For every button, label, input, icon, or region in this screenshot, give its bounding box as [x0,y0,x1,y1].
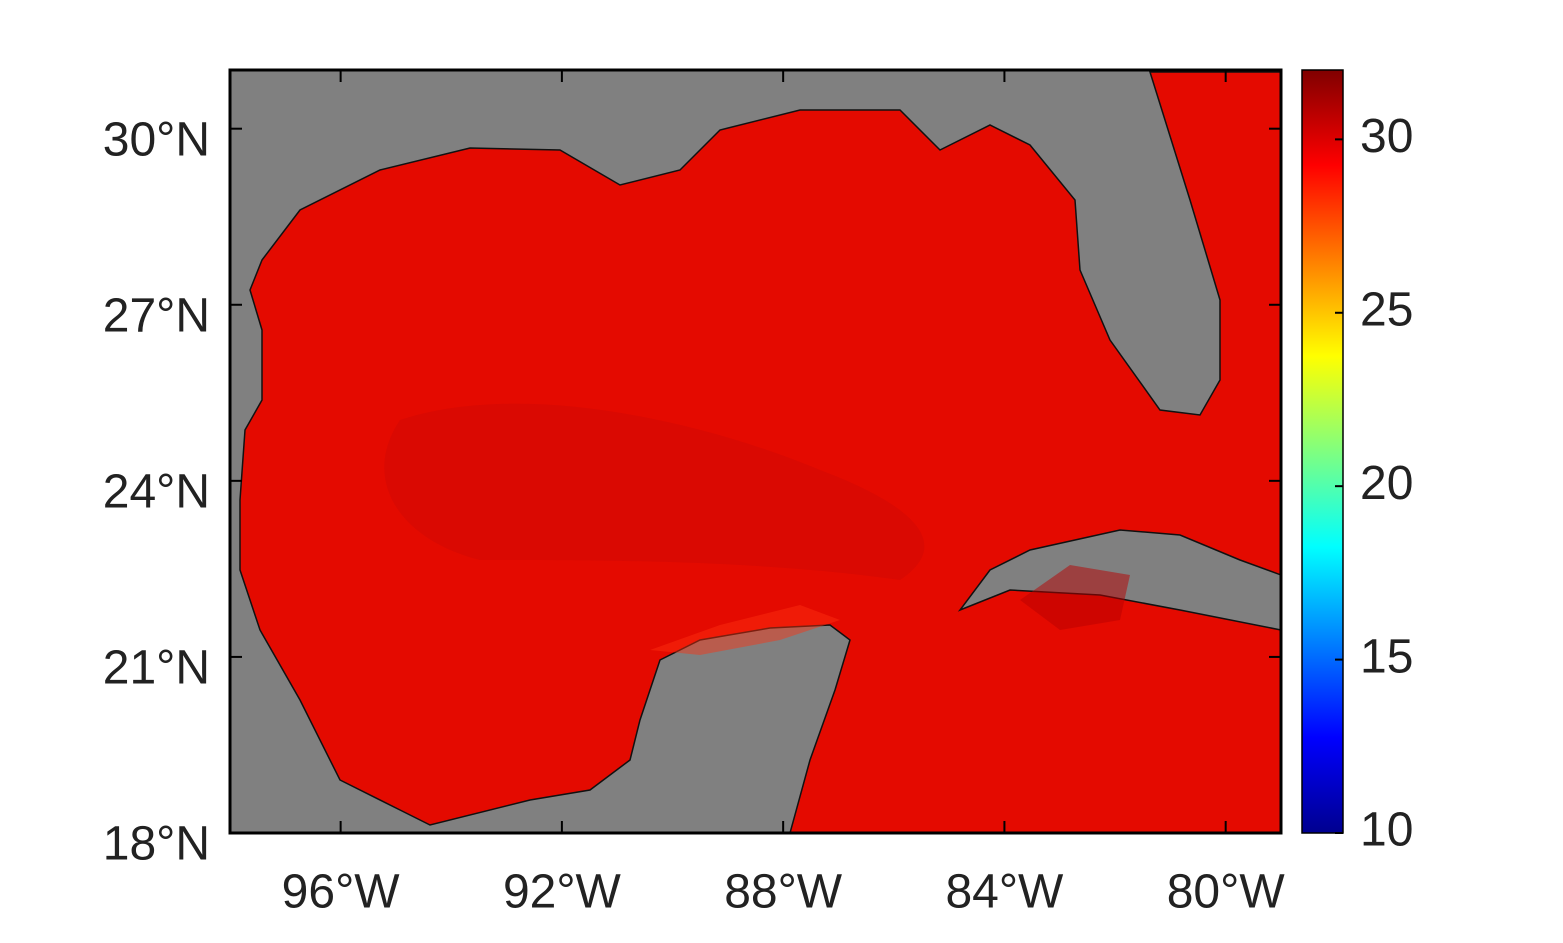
colorbar-tick-label: 25 [1360,283,1413,336]
y-tick-label: 27°N [103,289,210,342]
colorbar [1301,69,1344,834]
colorbar-tick-label: 10 [1360,804,1413,857]
x-tick-label: 80°W [1167,866,1286,919]
y-tick-label: 18°N [103,818,210,871]
plot-frame [228,68,1283,835]
map-area [230,70,1281,833]
x-tick-label: 96°W [282,866,401,919]
y-tick-label: 24°N [103,466,210,519]
x-tick-label: 92°W [503,866,622,919]
ocean-shade [384,403,925,580]
y-tick-label: 21°N [103,642,210,695]
yucatan-warm [650,605,840,655]
colorbar-tick-label: 15 [1360,630,1413,683]
ocean [239,71,1281,833]
cuba-shelf [1020,565,1130,630]
x-tick-label: 84°W [945,866,1064,919]
y-tick-label: 30°N [103,113,210,166]
colorbar-tick-label: 20 [1360,457,1413,510]
colorbar-tick-label: 30 [1360,110,1413,163]
x-tick-label: 88°W [724,866,843,919]
